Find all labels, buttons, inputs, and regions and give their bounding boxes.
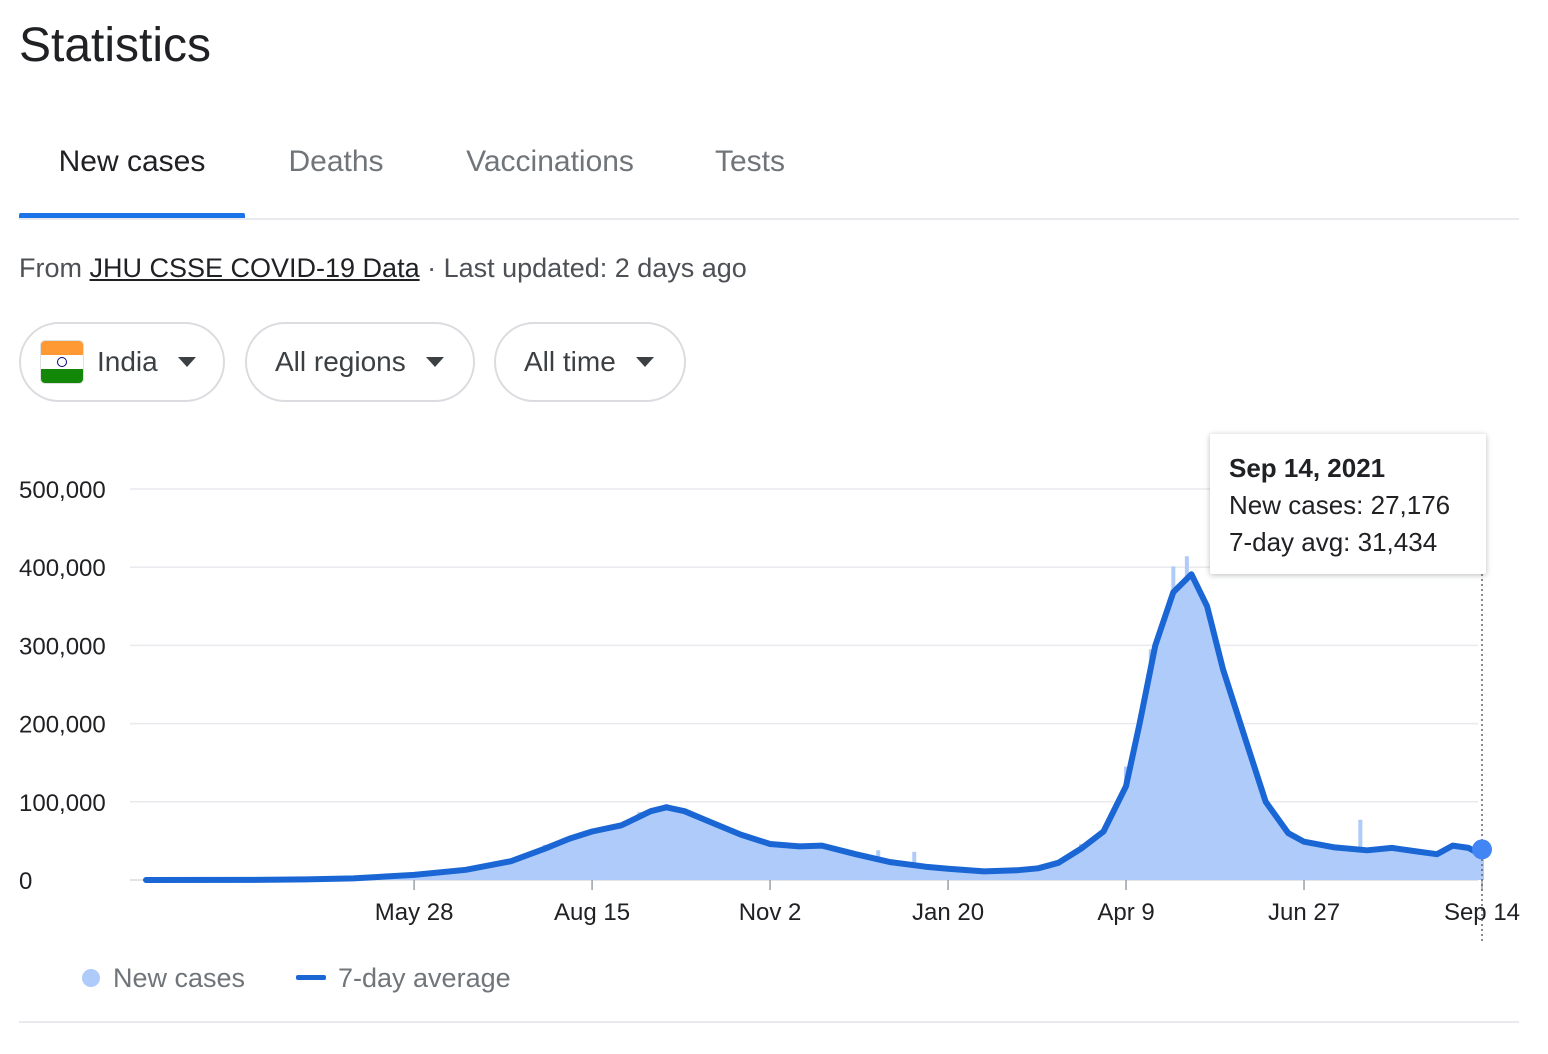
tab-deaths[interactable]: Deaths <box>288 145 384 178</box>
new-cases-bar <box>590 829 595 880</box>
hover-point <box>1472 839 1492 860</box>
x-tick-label: Sep 14 <box>1444 899 1520 926</box>
y-axis-ticks: 0 100,000 200,000 300,000 400,000 500,000 <box>19 477 106 895</box>
country-dropdown[interactable]: India <box>19 322 225 402</box>
new-cases-bar <box>704 821 709 880</box>
new-cases-bar <box>1171 566 1176 880</box>
page-title: Statistics <box>19 19 212 72</box>
new-cases-bar <box>637 811 642 880</box>
new-cases-bar <box>1205 625 1210 880</box>
x-tick-label: Jan 20 <box>912 899 984 926</box>
source-prefix: From <box>19 253 90 283</box>
legend-new-cases-dot <box>82 969 100 987</box>
region-label: All regions <box>275 346 406 377</box>
tab-new-cases[interactable]: New cases <box>19 130 245 218</box>
x-tick-label: Nov 2 <box>739 899 802 926</box>
time-label: All time <box>524 346 616 377</box>
x-axis-ticks: May 28 Aug 15 Nov 2 Jan 20 Apr 9 Jun 27 Sep 14 <box>375 880 1520 926</box>
source-line: From JHU CSSE COVID-19 Data · Last updat… <box>19 250 747 286</box>
y-tick-label: 0 <box>19 868 32 895</box>
seven-day-average-line <box>143 571 1485 883</box>
india-flag-icon <box>41 341 83 383</box>
legend-new-cases[interactable]: New cases <box>113 963 246 993</box>
new-cases-bar <box>1015 869 1020 880</box>
stats-tabs: New cases Deaths Vaccinations Tests <box>19 130 1519 220</box>
new-cases-bar <box>1184 556 1189 880</box>
tooltip-new-cases: New cases: 27,176 <box>1229 490 1451 520</box>
new-cases-bar <box>664 804 669 880</box>
new-cases-bars <box>146 556 1484 880</box>
new-cases-bar <box>946 869 951 880</box>
tab-vaccinations[interactable]: Vaccinations <box>466 145 634 178</box>
y-tick-label: 300,000 <box>19 633 106 660</box>
bottom-divider <box>19 1021 1519 1023</box>
new-cases-bar <box>1148 649 1153 880</box>
caret-down-icon <box>177 357 196 367</box>
new-cases-bar <box>876 850 881 880</box>
legend-average[interactable]: 7-day average <box>338 963 511 993</box>
caret-down-icon <box>635 357 654 367</box>
y-tick-label: 200,000 <box>19 712 106 739</box>
x-tick-label: Apr 9 <box>1097 899 1154 926</box>
new-cases-bar <box>1124 766 1129 880</box>
new-cases-bar <box>1412 851 1417 880</box>
chart-tooltip: Sep 14, 2021 New cases: 27,176 7-day avg… <box>1210 434 1486 574</box>
caret-down-icon <box>425 357 444 367</box>
new-cases-bar <box>1455 844 1460 880</box>
legend-average-line <box>296 975 326 980</box>
tooltip-date: Sep 14, 2021 <box>1229 453 1386 483</box>
new-cases-area <box>146 574 1482 880</box>
y-tick-label: 500,000 <box>19 477 106 504</box>
region-dropdown[interactable]: All regions <box>245 322 475 402</box>
tooltip-avg: 7-day avg: 31,434 <box>1229 527 1438 557</box>
country-label: India <box>97 346 158 377</box>
new-cases-bar <box>1243 779 1248 880</box>
y-tick-label: 400,000 <box>19 555 106 582</box>
new-cases-bar <box>768 844 773 880</box>
tab-tests[interactable]: Tests <box>714 145 786 178</box>
x-tick-label: Jun 27 <box>1268 899 1340 926</box>
last-updated: · Last updated: 2 days ago <box>419 253 747 283</box>
x-tick-label: May 28 <box>375 899 454 926</box>
new-cases-bar <box>1078 844 1083 880</box>
time-dropdown[interactable]: All time <box>494 322 686 402</box>
new-cases-bar <box>1302 844 1307 880</box>
x-tick-label: Aug 15 <box>554 899 630 926</box>
new-cases-bar <box>542 844 547 880</box>
source-link[interactable]: JHU CSSE COVID-19 Data <box>89 253 420 283</box>
cases-chart[interactable]: 0 100,000 200,000 300,000 400,000 500,000 May… <box>0 420 1548 950</box>
y-tick-label: 100,000 <box>19 790 106 817</box>
